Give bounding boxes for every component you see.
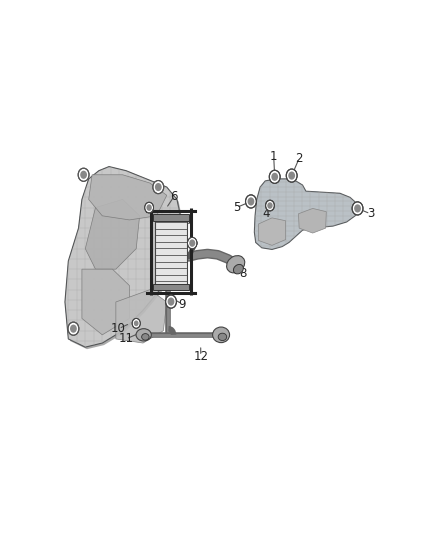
Circle shape — [187, 237, 197, 249]
Ellipse shape — [218, 333, 227, 341]
Circle shape — [153, 181, 164, 193]
Polygon shape — [298, 208, 326, 233]
Circle shape — [145, 202, 154, 213]
Ellipse shape — [226, 256, 245, 273]
Polygon shape — [65, 166, 180, 347]
Circle shape — [352, 202, 363, 215]
Circle shape — [134, 320, 138, 326]
Circle shape — [271, 173, 278, 181]
Circle shape — [168, 297, 174, 306]
Circle shape — [166, 295, 177, 308]
Circle shape — [68, 322, 79, 335]
Polygon shape — [85, 199, 140, 269]
Circle shape — [269, 170, 280, 183]
Circle shape — [247, 197, 254, 206]
Bar — [153, 214, 189, 221]
Polygon shape — [88, 175, 167, 220]
Text: 5: 5 — [233, 201, 240, 214]
Text: 6: 6 — [170, 190, 178, 203]
Circle shape — [288, 172, 295, 180]
Circle shape — [155, 183, 162, 191]
Polygon shape — [258, 218, 286, 245]
Circle shape — [146, 204, 152, 211]
Bar — [155, 216, 187, 288]
Circle shape — [80, 171, 87, 179]
Text: 11: 11 — [119, 333, 134, 345]
Text: 12: 12 — [193, 350, 208, 362]
Circle shape — [70, 325, 77, 333]
Bar — [153, 284, 189, 290]
Ellipse shape — [233, 264, 244, 274]
Text: 8: 8 — [240, 267, 247, 280]
Text: 2: 2 — [295, 152, 303, 165]
Text: 4: 4 — [262, 207, 270, 220]
Ellipse shape — [141, 334, 149, 340]
Polygon shape — [254, 179, 359, 249]
Ellipse shape — [136, 329, 151, 341]
Polygon shape — [116, 290, 167, 343]
Polygon shape — [254, 179, 359, 249]
Ellipse shape — [212, 327, 230, 343]
Text: 3: 3 — [367, 207, 374, 220]
Circle shape — [354, 204, 361, 213]
Circle shape — [189, 239, 195, 247]
Polygon shape — [67, 168, 182, 349]
Text: 9: 9 — [178, 297, 186, 311]
Circle shape — [265, 200, 274, 211]
Circle shape — [132, 318, 140, 328]
Polygon shape — [82, 269, 130, 335]
Text: 1: 1 — [270, 150, 277, 163]
Circle shape — [267, 202, 273, 209]
Circle shape — [78, 168, 89, 181]
Text: 10: 10 — [111, 322, 126, 335]
Circle shape — [286, 169, 297, 182]
Polygon shape — [65, 166, 180, 347]
Text: 7: 7 — [186, 214, 194, 227]
Circle shape — [246, 195, 256, 208]
